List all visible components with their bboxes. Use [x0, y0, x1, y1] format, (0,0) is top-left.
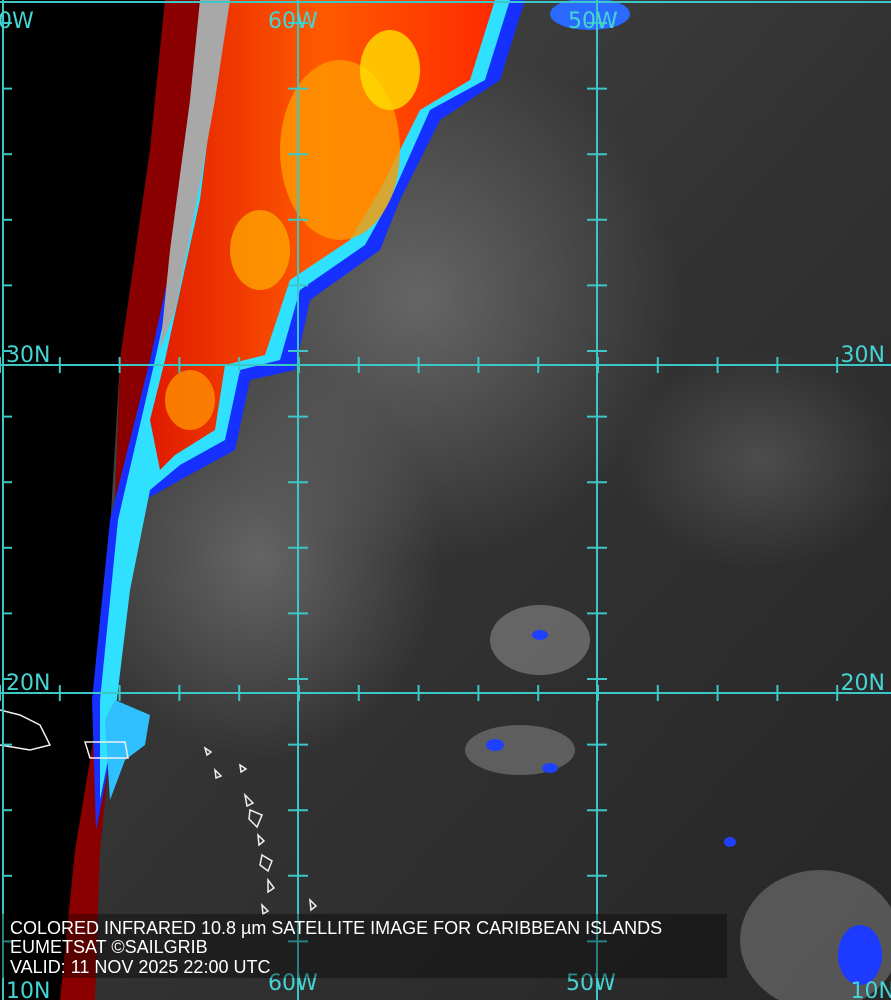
cold-top	[486, 739, 504, 751]
caption-line: COLORED INFRARED 10.8 µm SATELLITE IMAGE…	[10, 918, 662, 938]
cold-top	[542, 763, 558, 773]
grid-label: 10N	[6, 979, 50, 1000]
grid-label: 10N	[851, 979, 891, 1000]
caption-background	[0, 914, 727, 978]
cloud-haze	[620, 350, 891, 570]
grid-label: 20N	[6, 671, 50, 696]
caption-line: EUMETSAT ©SAILGRIB	[10, 937, 208, 957]
grid-label: 0W	[0, 9, 34, 34]
cold-top	[532, 630, 548, 640]
grid-label: 60W	[268, 9, 318, 34]
grid-label: 50W	[566, 971, 616, 996]
cold-top	[838, 925, 882, 985]
caption-line: VALID: 11 NOV 2025 22:00 UTC	[10, 957, 270, 977]
island-outline	[0, 709, 52, 751]
cold-top	[724, 837, 736, 847]
grid-label: 30N	[6, 343, 50, 368]
islands	[0, 709, 318, 916]
cloud-gap	[160, 0, 230, 350]
grid-label: 60W	[268, 971, 318, 996]
cloud-core-warm	[360, 30, 420, 110]
cloud-core-warm	[165, 370, 215, 430]
off-disk	[0, 0, 165, 1000]
cloud-edge-cyan	[105, 700, 150, 800]
cloud-cell	[465, 725, 575, 775]
cloud-core-warm	[280, 60, 400, 240]
grid-label: 20N	[841, 671, 885, 696]
island-outline	[203, 746, 318, 916]
tick-group	[0, 22, 839, 943]
cloud-core-warm	[230, 210, 290, 290]
cold-top	[550, 0, 630, 30]
grid-label: 30N	[841, 343, 885, 368]
grid-label: 50W	[568, 9, 618, 34]
island-outline	[83, 741, 129, 759]
